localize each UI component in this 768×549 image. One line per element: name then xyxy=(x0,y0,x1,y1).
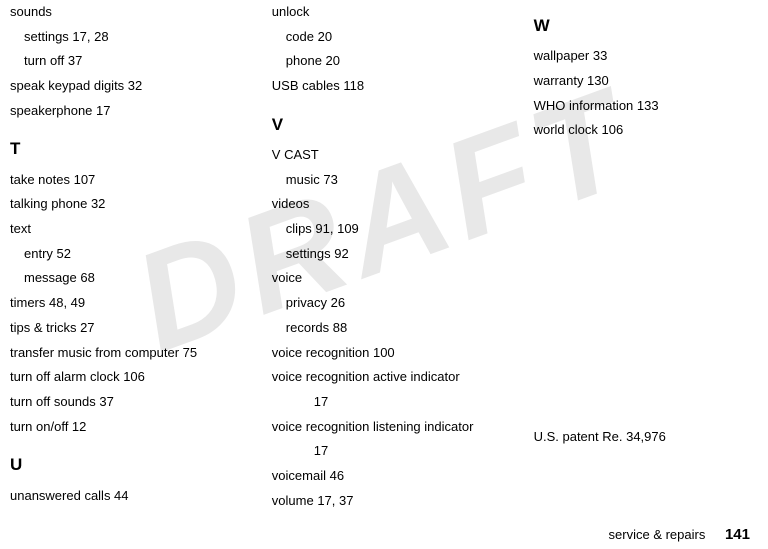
index-letter: T xyxy=(10,133,272,165)
index-entry: voice xyxy=(272,266,534,291)
index-letter: U xyxy=(10,449,272,481)
footer-section: service & repairs xyxy=(609,527,706,542)
index-entry: sounds xyxy=(10,0,272,25)
index-entry: unanswered calls 44 xyxy=(10,484,272,509)
index-entry: world clock 106 xyxy=(534,118,758,143)
index-column-1: soundssettings 17, 28turn off 37speak ke… xyxy=(10,0,272,510)
index-entry: music 73 xyxy=(272,168,534,193)
index-entry: phone 20 xyxy=(272,49,534,74)
index-entry: message 68 xyxy=(10,266,272,291)
index-column-2: unlockcode 20phone 20USB cables 118 VV CA… xyxy=(272,0,534,510)
index-entry: voice recognition 100 xyxy=(272,341,534,366)
index-entry: records 88 xyxy=(272,316,534,341)
index-entry: timers 48, 49 xyxy=(10,291,272,316)
index-entry: V CAST xyxy=(272,143,534,168)
index-columns: soundssettings 17, 28turn off 37speak ke… xyxy=(0,0,768,510)
index-entry: settings 17, 28 xyxy=(10,25,272,50)
patent-notice: U.S. patent Re. 34,976 xyxy=(534,425,666,450)
page-footer: service & repairs 141 xyxy=(609,526,750,543)
index-entry: transfer music from computer 75 xyxy=(10,341,272,366)
index-entry: voicemail 46 xyxy=(272,464,534,489)
index-entry: volume 17, 37 xyxy=(272,489,534,514)
index-entry: settings 92 xyxy=(272,242,534,267)
index-entry: 17 xyxy=(272,439,534,464)
index-entry: WHO information 133 xyxy=(534,94,758,119)
index-entry: turn off sounds 37 xyxy=(10,390,272,415)
index-entry: 17 xyxy=(272,390,534,415)
index-entry: take notes 107 xyxy=(10,168,272,193)
index-entry: speakerphone 17 xyxy=(10,99,272,124)
footer-page-number: 141 xyxy=(725,526,750,543)
index-entry: code 20 xyxy=(272,25,534,50)
index-entry: wallpaper 33 xyxy=(534,44,758,69)
index-entry: USB cables 118 xyxy=(272,74,534,99)
index-entry: voice recognition active indicator xyxy=(272,365,534,390)
index-entry: warranty 130 xyxy=(534,69,758,94)
index-entry: videos xyxy=(272,192,534,217)
index-entry: privacy 26 xyxy=(272,291,534,316)
index-entry: speak keypad digits 32 xyxy=(10,74,272,99)
index-entry: clips 91, 109 xyxy=(272,217,534,242)
index-entry: entry 52 xyxy=(10,242,272,267)
index-entry: turn off alarm clock 106 xyxy=(10,365,272,390)
index-entry: unlock xyxy=(272,0,534,25)
index-entry: talking phone 32 xyxy=(10,192,272,217)
index-entry: voice recognition listening indicator xyxy=(272,415,534,440)
index-entry: turn on/off 12 xyxy=(10,415,272,440)
index-letter: V xyxy=(272,109,534,141)
index-column-3: Wwallpaper 33warranty 130WHO information… xyxy=(534,0,758,510)
index-entry: turn off 37 xyxy=(10,49,272,74)
index-letter: W xyxy=(534,10,758,42)
index-entry: tips & tricks 27 xyxy=(10,316,272,341)
index-entry: text xyxy=(10,217,272,242)
